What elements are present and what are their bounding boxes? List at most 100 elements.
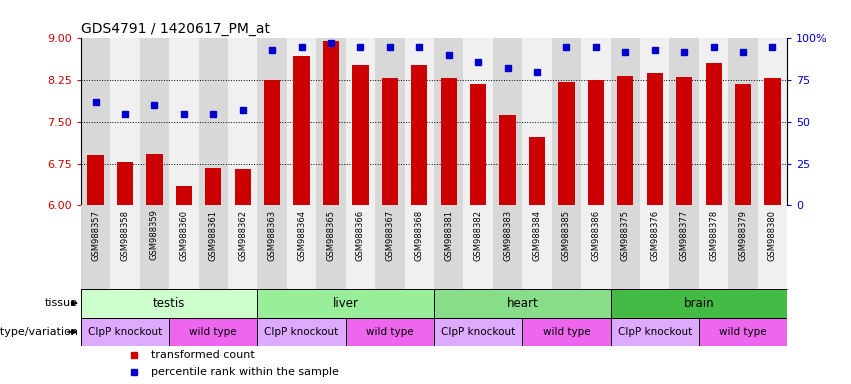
Bar [176,186,192,205]
Text: GSM988378: GSM988378 [709,210,718,261]
Bar [647,73,663,205]
Text: GSM988358: GSM988358 [121,210,129,260]
Text: ClpP knockout: ClpP knockout [441,327,516,337]
Bar [470,84,486,205]
Bar [705,63,722,205]
Bar [81,289,257,318]
Bar [699,205,728,289]
Bar [617,76,633,205]
Text: testis: testis [153,297,186,310]
Bar [610,318,699,346]
Bar [111,38,140,205]
Bar [610,38,640,205]
Text: GDS4791 / 1420617_PM_at: GDS4791 / 1420617_PM_at [81,22,270,36]
Bar [317,205,346,289]
Bar [434,38,464,205]
Bar [287,205,317,289]
Bar [434,289,610,318]
Bar [610,205,640,289]
Bar [117,162,133,205]
Bar [464,205,493,289]
Bar [551,205,581,289]
Bar [735,84,751,205]
Text: GSM988363: GSM988363 [268,210,277,261]
Bar [205,167,221,205]
Bar [464,38,493,205]
Text: wild type: wild type [719,327,767,337]
Text: GSM988376: GSM988376 [650,210,660,261]
Bar [169,205,198,289]
Bar [146,154,163,205]
Bar [140,205,169,289]
Bar [529,137,545,205]
Text: GSM988367: GSM988367 [386,210,394,261]
Text: GSM988377: GSM988377 [680,210,688,261]
Bar [346,318,434,346]
Text: wild type: wild type [190,327,237,337]
Text: GSM988361: GSM988361 [208,210,218,260]
Text: GSM988386: GSM988386 [591,210,600,261]
Text: wild type: wild type [543,327,591,337]
Bar [169,38,198,205]
Bar [757,205,787,289]
Text: GSM988383: GSM988383 [503,210,512,261]
Text: percentile rank within the sample: percentile rank within the sample [151,367,340,377]
Bar [670,38,699,205]
Text: GSM988379: GSM988379 [739,210,747,260]
Text: GSM988375: GSM988375 [621,210,630,260]
Bar [169,318,257,346]
Bar [434,318,523,346]
Bar [640,205,670,289]
Bar [257,289,434,318]
Bar [287,38,317,205]
Bar [493,205,523,289]
Bar [699,318,787,346]
Bar [670,205,699,289]
Bar [81,318,169,346]
Bar [317,38,346,205]
Bar [346,205,375,289]
Text: GSM988357: GSM988357 [91,210,100,260]
Bar [88,155,104,205]
Bar [404,38,434,205]
Text: tissue: tissue [45,298,78,308]
Text: liver: liver [333,297,359,310]
Bar [728,205,757,289]
Text: GSM988384: GSM988384 [533,210,541,260]
Bar [81,205,111,289]
Bar [352,65,368,205]
Bar [140,38,169,205]
Bar [441,78,457,205]
Bar [404,205,434,289]
Bar [764,78,780,205]
Bar [257,318,346,346]
Text: GSM988364: GSM988364 [297,210,306,260]
Text: GSM988381: GSM988381 [444,210,454,260]
Bar [257,38,287,205]
Bar [323,41,339,205]
Bar [235,169,251,205]
Text: transformed count: transformed count [151,350,255,360]
Text: brain: brain [683,297,714,310]
Bar [581,38,611,205]
Text: GSM988360: GSM988360 [180,210,188,260]
Bar [228,38,257,205]
Bar [257,205,287,289]
Bar [411,65,427,205]
Bar [346,38,375,205]
Bar [500,115,516,205]
Bar [523,205,551,289]
Bar [558,82,574,205]
Bar [676,77,692,205]
Bar [81,38,111,205]
Text: GSM988385: GSM988385 [562,210,571,260]
Bar [728,38,757,205]
Bar [523,38,551,205]
Bar [198,38,228,205]
Bar [551,38,581,205]
Text: GSM988366: GSM988366 [356,210,365,261]
Text: GSM988368: GSM988368 [414,210,424,261]
Bar [610,289,787,318]
Text: GSM988380: GSM988380 [768,210,777,260]
Text: ClpP knockout: ClpP knockout [618,327,692,337]
